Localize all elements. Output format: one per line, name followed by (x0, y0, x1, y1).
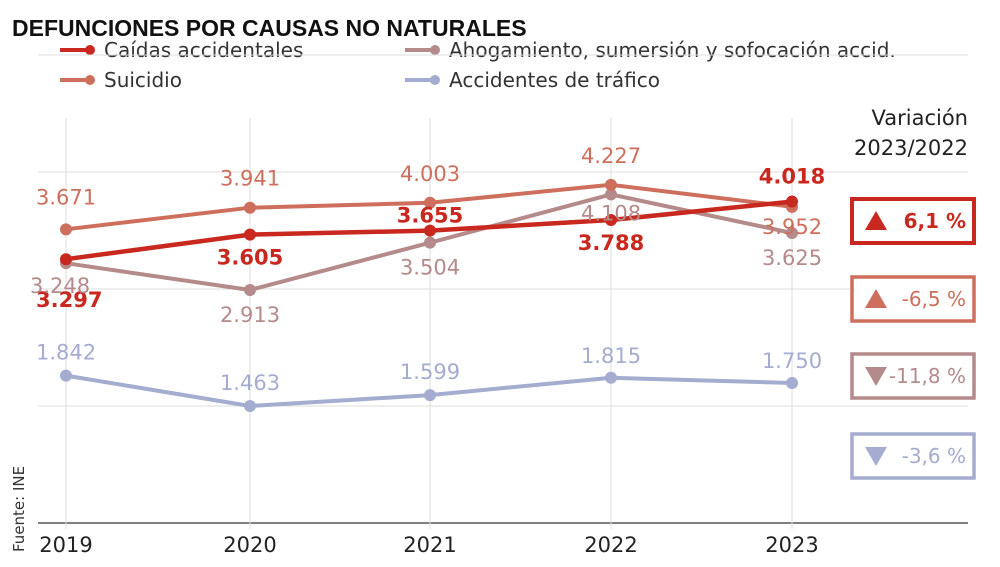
legend-marker (85, 45, 95, 55)
legend: Caídas accidentales Suicidio Ahogamiento, … (60, 38, 896, 92)
data-point (424, 196, 436, 209)
data-label: 3.952 (762, 215, 822, 239)
data-label: 3.504 (400, 256, 460, 280)
variation-badge: -6,5 % (850, 275, 976, 323)
data-labels: 3.297 3.605 3.655 3.788 4.018 3.671 3.941 4.003… (30, 144, 825, 395)
variation-panel: Variación 2023/2022 6,1 % -6,5 % -11,8 % -3… (850, 106, 976, 480)
data-point (786, 195, 798, 208)
x-tick-label: 2023 (765, 533, 818, 557)
legend-marker (430, 75, 440, 85)
data-label: 1.463 (220, 371, 280, 395)
data-label: 3.625 (762, 246, 822, 270)
x-tick-label: 2020 (223, 533, 276, 557)
triangle-down-icon (865, 447, 887, 466)
data-label: 3.788 (578, 231, 644, 255)
data-label: 3.655 (397, 204, 463, 228)
data-point (424, 236, 436, 249)
x-axis: 2019 2020 2021 2022 2023 (39, 533, 818, 557)
x-tick-label: 2022 (584, 533, 637, 557)
data-point (244, 283, 256, 296)
variation-box (850, 197, 976, 245)
data-point (605, 213, 617, 226)
variation-value: 6,1 % (904, 209, 966, 233)
triangle-up-icon (865, 211, 887, 230)
variation-value: -6,5 % (902, 287, 966, 311)
data-label: 1.815 (581, 344, 641, 368)
data-point (60, 369, 72, 382)
variation-badge: 6,1 % (850, 197, 976, 245)
data-point (786, 377, 798, 389)
legend-entry: Ahogamiento, sumersión y sofocación acci… (449, 38, 896, 62)
variation-badge: -11,8 % (850, 352, 976, 400)
data-label: 4.227 (581, 144, 641, 168)
data-point (60, 223, 72, 236)
triangle-down-icon (865, 367, 887, 386)
data-label: 4.108 (581, 201, 641, 225)
x-tick-label: 2021 (403, 533, 456, 557)
data-point (605, 371, 617, 384)
data-point (605, 188, 617, 201)
data-label: 3.297 (36, 288, 102, 312)
data-point (424, 224, 436, 237)
legend-marker (430, 45, 440, 55)
variation-value: -11,8 % (889, 364, 966, 388)
data-label: 3.248 (30, 274, 90, 298)
data-label: 1.599 (400, 360, 460, 384)
data-point (244, 399, 256, 412)
data-label: 3.671 (36, 185, 96, 209)
variation-title-line1: Variación (872, 106, 968, 130)
data-point (605, 178, 617, 191)
data-label: 1.750 (762, 349, 822, 373)
data-label: 1.842 (36, 341, 96, 365)
data-points (60, 178, 798, 412)
data-label: 2.913 (220, 303, 280, 327)
data-label: 3.605 (217, 246, 283, 270)
data-label: 3.941 (220, 167, 280, 191)
data-label: 4.018 (759, 165, 825, 189)
data-point (244, 201, 256, 214)
variation-title-line2: 2023/2022 (854, 136, 968, 160)
variation-badge: -3,6 % (850, 432, 976, 480)
data-label: 4.003 (400, 162, 460, 186)
data-point (786, 227, 798, 239)
legend-entry: Accidentes de tráfico (449, 68, 660, 92)
data-point (60, 253, 72, 266)
x-tick-label: 2019 (39, 533, 92, 557)
legend-entry: Caídas accidentales (104, 38, 303, 62)
source-note: Fuente: INE (10, 466, 28, 552)
legend-entry: Suicidio (104, 68, 182, 92)
data-point (424, 389, 436, 402)
triangle-up-icon (865, 289, 887, 308)
variation-value: -3,6 % (902, 444, 966, 468)
legend-marker (85, 75, 95, 85)
data-point (244, 228, 256, 241)
gridlines (38, 54, 968, 529)
chart-title: DEFUNCIONES POR CAUSAS NO NATURALES (12, 15, 527, 41)
